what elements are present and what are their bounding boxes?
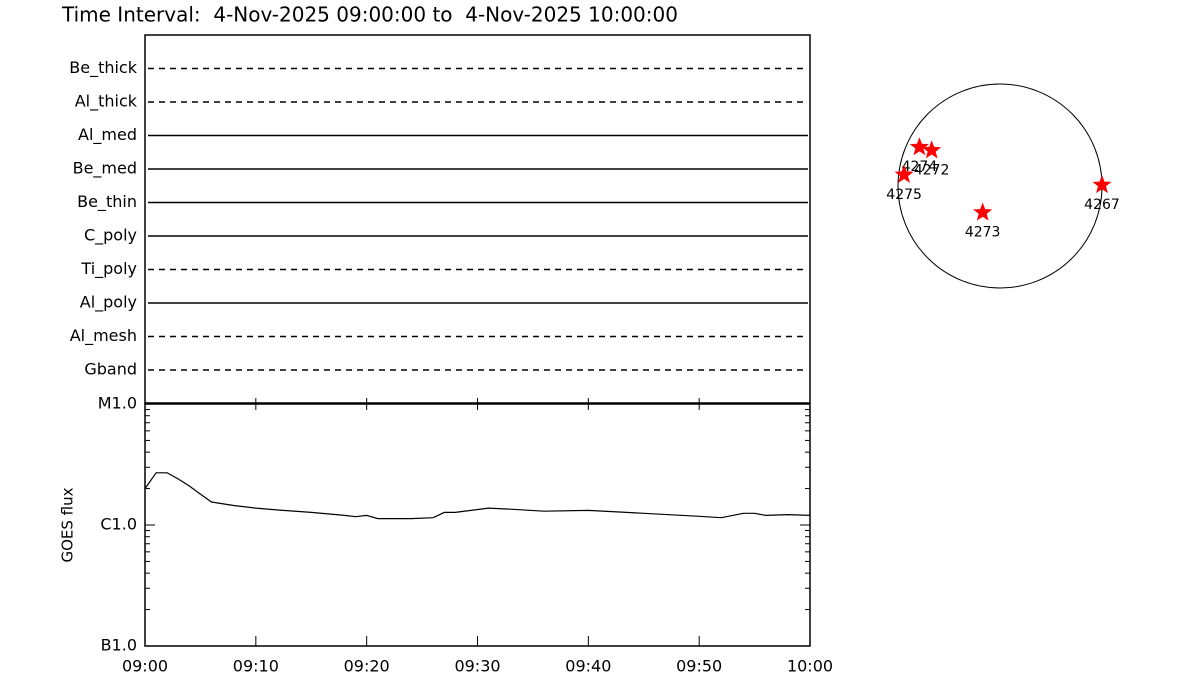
x-tick-label: 09:20 [344,657,390,676]
y-tick-label: B1.0 [101,636,137,655]
region-label: 4272 [914,162,950,178]
x-tick-label: 10:00 [787,657,833,676]
x-tick-label: 09:10 [233,657,279,676]
channel-label: Gband [84,360,137,379]
x-tick-label: 09:40 [565,657,611,676]
x-tick-label: 09:50 [676,657,722,676]
channel-label: Ti_poly [80,259,137,279]
channel-label: Al_poly [80,293,137,313]
channel-label: Be_med [73,159,137,179]
channel-label: Al_thick [75,92,138,112]
x-tick-label: 09:30 [454,657,500,676]
channel-panel [144,34,811,404]
region-label: 4275 [886,187,922,203]
region-star [973,202,993,221]
region-star [922,140,942,159]
channel-label: Al_mesh [70,326,137,346]
region-star [894,164,914,183]
region-star [909,137,929,156]
goes-panel [144,403,811,647]
title: Time Interval: 4-Nov-2025 09:00:00 to 4-… [61,3,678,27]
region-label: 4267 [1084,197,1120,213]
y-tick-label: C1.0 [100,515,137,534]
solar-disk [897,83,1103,289]
goes-line [144,472,811,520]
region-label: 4273 [965,225,1001,241]
channel-label: Al_med [78,125,137,145]
channel-label: Be_thick [69,58,137,78]
channel-label: C_poly [84,226,137,246]
region-label: 4274 [902,159,938,175]
region-star [1092,175,1112,194]
x-tick-label: 09:00 [122,657,168,676]
channel-label: Be_thin [77,192,137,212]
y-axis-label: GOES flux [59,487,77,562]
y-tick-label: M1.0 [98,394,137,413]
